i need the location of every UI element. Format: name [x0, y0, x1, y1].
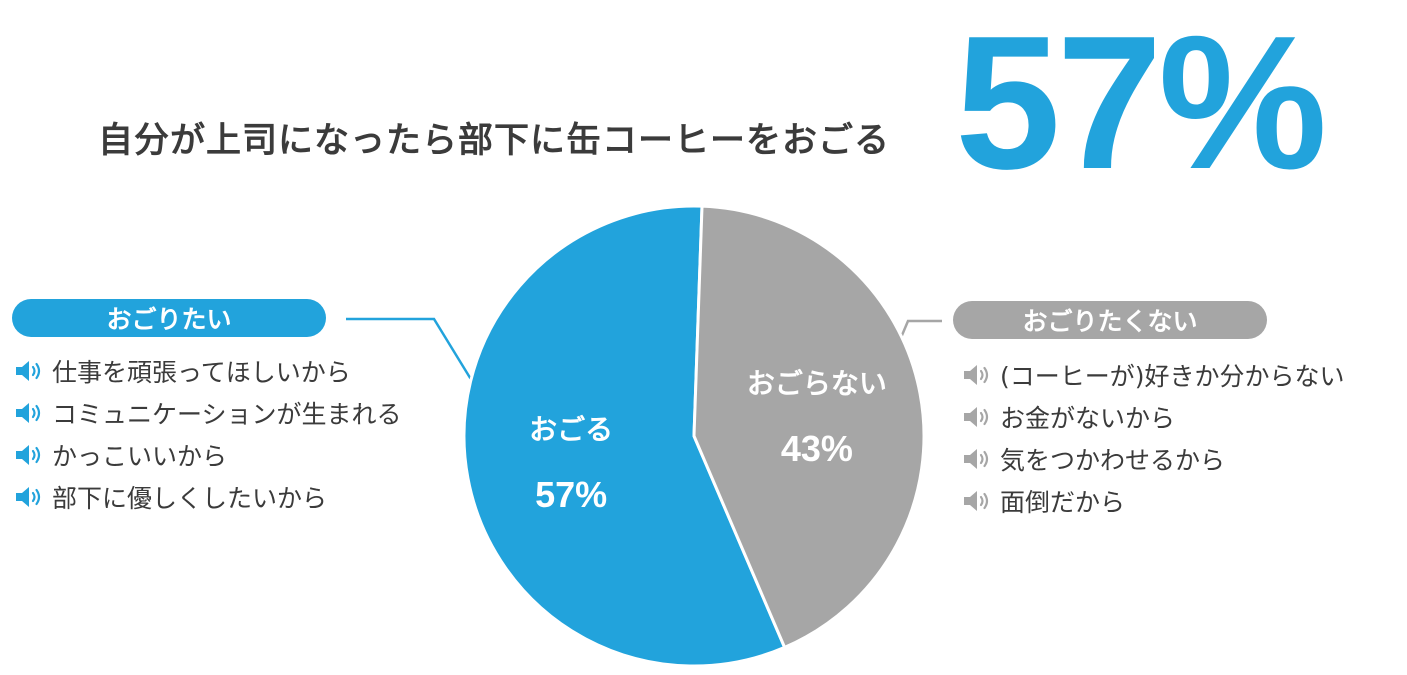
- speaker-icon: [962, 447, 994, 471]
- reason-item: お金がないから: [962, 396, 1345, 438]
- reason-item: かっこいいから: [14, 434, 402, 476]
- reason-text: コミュニケーションが生まれる: [52, 400, 402, 429]
- reason-item: (コーヒーが)好きか分からない: [962, 354, 1345, 396]
- speaker-icon: [962, 363, 994, 387]
- speaker-icon: [14, 443, 46, 467]
- legend-pill-dont-want: おごりたくない: [953, 301, 1267, 339]
- reason-text: かっこいいから: [52, 442, 228, 471]
- slice-category-label: おごらない: [747, 367, 887, 400]
- pie-slice-2: [692, 204, 926, 649]
- speaker-icon: [962, 489, 994, 513]
- connector-right: [898, 319, 942, 341]
- speaker-icon: [14, 485, 46, 509]
- legend-pill-want: おごりたい: [12, 299, 326, 337]
- chart-title: 自分が上司になったら部下に缶コーヒーをおごる: [98, 121, 891, 161]
- slice-value-label: 57%: [535, 474, 607, 515]
- slice-value-label: 43%: [781, 428, 853, 469]
- reasons-list-dont-want: (コーヒーが)好きか分からない お金がないから 気をつかわせるから 面倒だから: [962, 354, 1345, 522]
- reason-item: 面倒だから: [962, 480, 1345, 522]
- reason-text: 仕事を頑張ってほしいから: [52, 358, 351, 387]
- reason-item: 気をつかわせるから: [962, 438, 1345, 480]
- speaker-icon: [14, 359, 46, 383]
- headline-percent: 57%: [955, 0, 1327, 209]
- reasons-list-want: 仕事を頑張ってほしいから コミュニケーションが生まれる かっこいいから 部下に優…: [14, 350, 402, 518]
- slice-category-label: おごる: [529, 413, 613, 446]
- speaker-icon: [14, 401, 46, 425]
- pie-slice-1: [462, 204, 787, 668]
- connector-left: [346, 317, 474, 382]
- reason-item: コミュニケーションが生まれる: [14, 392, 402, 434]
- reason-item: 部下に優しくしたいから: [14, 476, 402, 518]
- reason-item: 仕事を頑張ってほしいから: [14, 350, 402, 392]
- reason-text: お金がないから: [1000, 404, 1176, 433]
- reason-text: 面倒だから: [1000, 488, 1126, 517]
- reason-text: 気をつかわせるから: [1000, 446, 1226, 475]
- reason-text: 部下に優しくしたいから: [52, 484, 328, 513]
- reason-text: (コーヒーが)好きか分からない: [1000, 362, 1345, 391]
- speaker-icon: [962, 405, 994, 429]
